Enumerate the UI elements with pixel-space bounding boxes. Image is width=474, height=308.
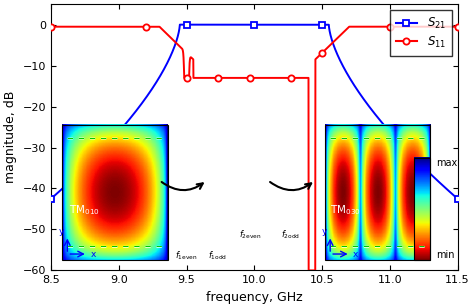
Text: min: min	[436, 250, 455, 260]
Text: $f_{\rm 2even}$: $f_{\rm 2even}$	[239, 229, 262, 241]
Bar	[325, 125, 430, 260]
Text: $\mathrm{TM}_{010}$: $\mathrm{TM}_{010}$	[69, 203, 100, 217]
Text: $f_{\rm 1even}$: $f_{\rm 1even}$	[175, 249, 198, 261]
X-axis label: frequency, GHz: frequency, GHz	[206, 291, 302, 304]
Legend: $S_{21}$, $S_{11}$: $S_{21}$, $S_{11}$	[390, 10, 452, 56]
Text: y: y	[59, 227, 64, 236]
Text: x: x	[353, 250, 358, 259]
Text: $f_{\rm 2odd}$: $f_{\rm 2odd}$	[281, 229, 301, 241]
Text: max: max	[436, 158, 457, 168]
Bar	[414, 158, 430, 260]
Text: $f_{\rm 1odd}$: $f_{\rm 1odd}$	[208, 249, 228, 261]
Text: $\mathrm{TM}_{030}$: $\mathrm{TM}_{030}$	[330, 203, 361, 217]
Text: x: x	[91, 250, 96, 259]
Y-axis label: magnitude, dB: magnitude, dB	[4, 91, 17, 184]
Bar	[62, 125, 168, 260]
Text: y: y	[322, 227, 328, 236]
